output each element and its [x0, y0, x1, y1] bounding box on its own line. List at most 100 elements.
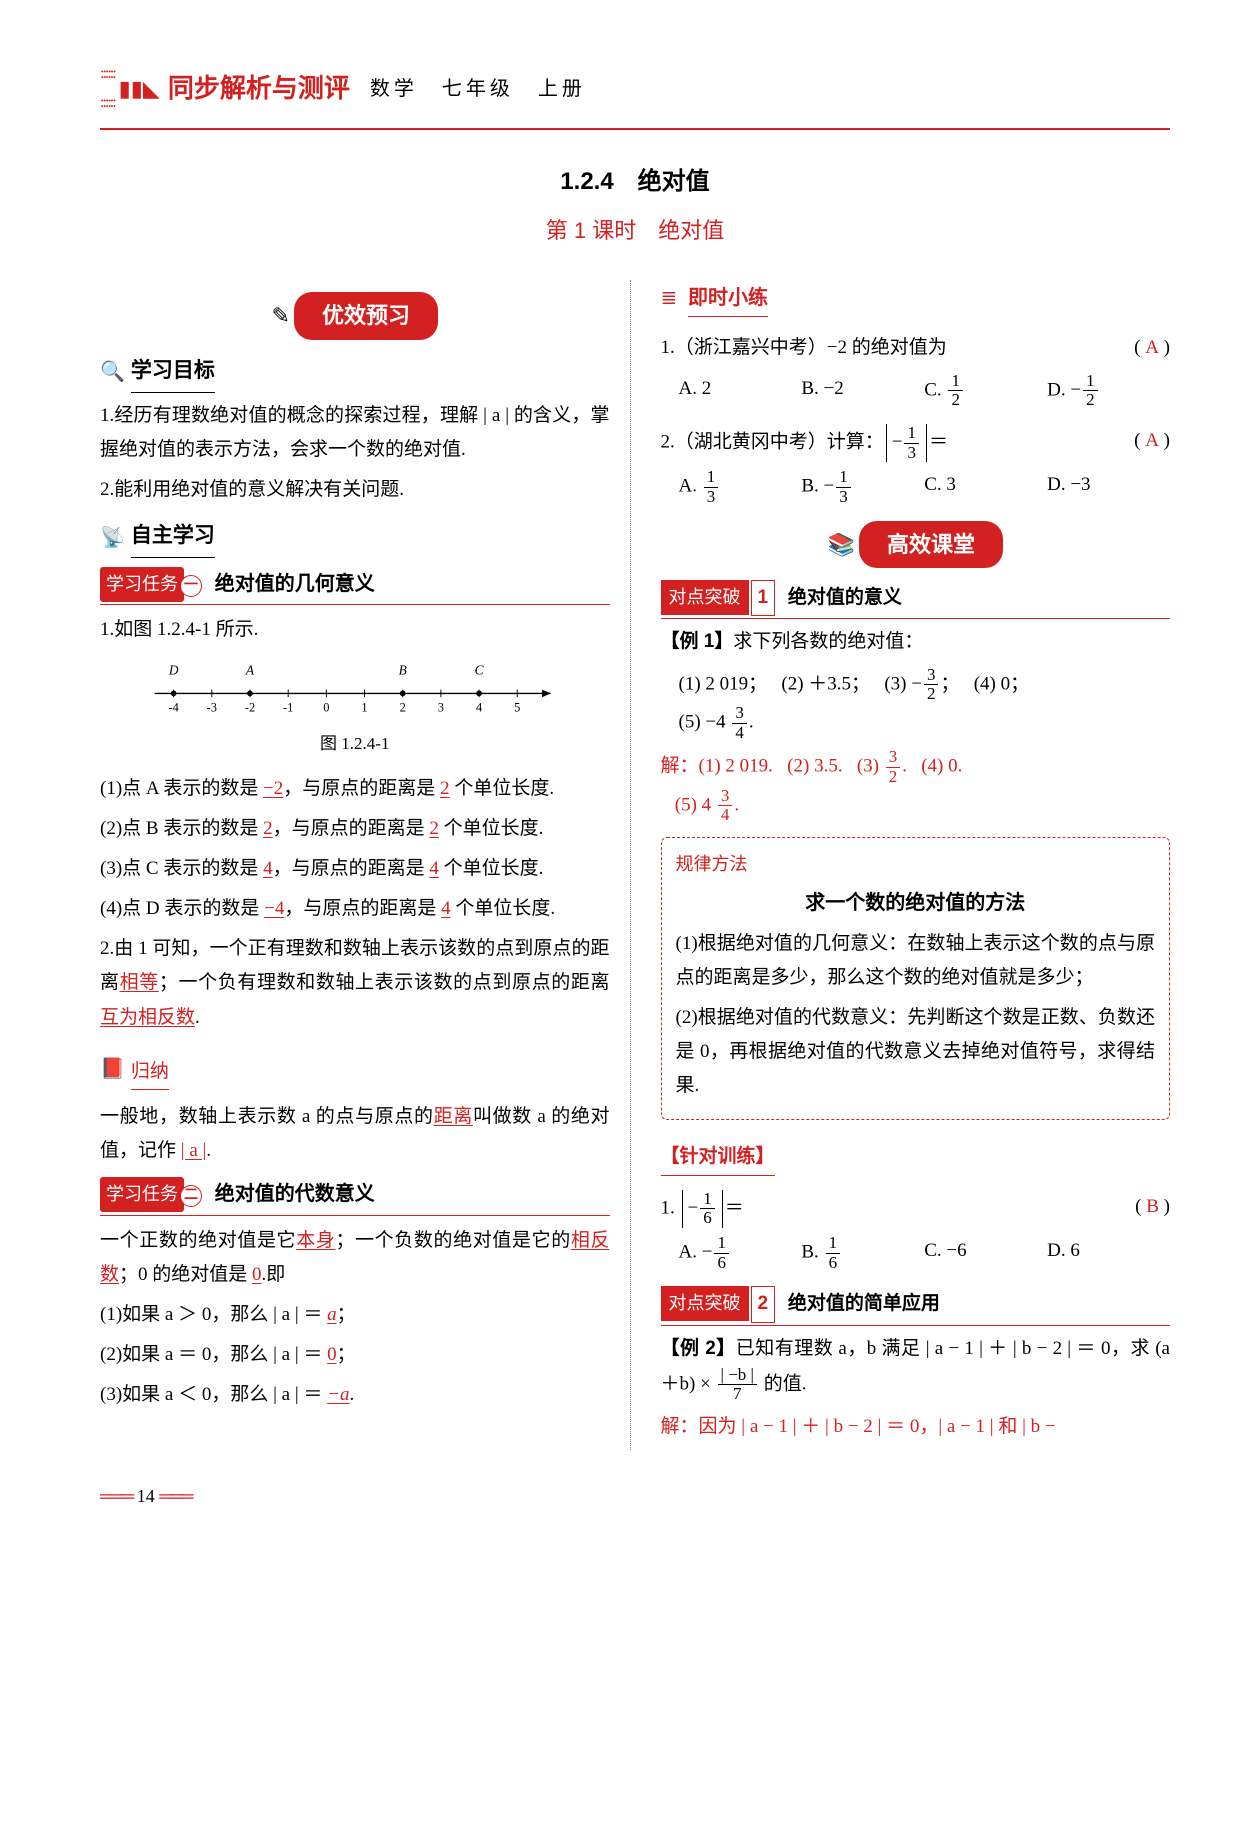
task-num-1: 一 — [180, 575, 202, 597]
ex1-items: (1) 2 019； (2) ＋3.5； (3) −32； (4) 0； (5)… — [661, 666, 1171, 743]
rule-p2: (2)根据绝对值的代数意义：先判断这个数是正数、负数还是 0，再根据绝对值的代数… — [676, 1001, 1156, 1104]
task-1-title: 绝对值的几何意义 — [215, 573, 375, 595]
svg-text:0: 0 — [323, 700, 329, 714]
dai-yi-text: 一个正数的绝对值是它本身；一个负数的绝对值是它的相反数；0 的绝对值是 0.即 — [100, 1224, 610, 1292]
book-icon: 📕 — [100, 1051, 125, 1087]
task-badge-1: 学习任务 — [100, 567, 184, 601]
q1-4: (4)点 D 表示的数是 −4，与原点的距离是 4 个单位长度. — [100, 892, 610, 926]
svg-text:-4: -4 — [168, 700, 178, 714]
dots-icon: :::::::::::: — [100, 60, 115, 118]
svg-text:5: 5 — [514, 700, 520, 714]
study-goal-heading: 🔍 学习目标 — [100, 352, 610, 393]
p2-opt-a: A. 13 — [679, 468, 802, 506]
preview-banner: 优效预习 — [294, 292, 438, 340]
goal-1: 1.经历有理数绝对值的概念的探索过程，理解 | a | 的含义，掌握绝对值的表示… — [100, 399, 610, 467]
p1-answer: A — [1145, 337, 1159, 358]
zdl-options: A. −16 B. 16 C. −6 D. 6 — [679, 1234, 1171, 1272]
svg-text:C: C — [474, 662, 484, 677]
figure-caption: 图 1.2.4-1 — [100, 729, 610, 760]
ex1-solution: 解：(1) 2 019. (2) 3.5. (3) 32. (4) 0. (5)… — [661, 748, 1171, 825]
p2-opt-c: C. 3 — [924, 468, 1047, 506]
rule-box-heading: 求一个数的绝对值的方法 — [676, 885, 1156, 921]
breakthrough-badge-1: 对点突破 — [661, 580, 749, 614]
zdl-opt-b: B. 16 — [801, 1234, 924, 1272]
zdl-opt-c: C. −6 — [924, 1234, 1047, 1272]
target-icon: 🔍 — [100, 354, 125, 390]
case-1: (1)如果 a ＞ 0，那么 | a | ＝ a； — [100, 1298, 610, 1332]
svg-text:-2: -2 — [245, 700, 255, 714]
case-2: (2)如果 a ＝ 0，那么 | a | ＝ 0； — [100, 1338, 610, 1372]
p1-opt-b: B. −2 — [801, 372, 924, 410]
preview-banner-wrap: ✎ 优效预习 — [100, 292, 610, 340]
breakthrough-num-1: 1 — [751, 580, 776, 616]
page-header: :::::::::::: ▮▮◣ 同步解析与测评 数学 七年级 上册 — [100, 60, 1170, 118]
practice-2: 2.（湖北黄冈中考）计算：−13＝ ( A ) — [661, 424, 1171, 462]
left-column: ✎ 优效预习 🔍 学习目标 1.经历有理数绝对值的概念的探索过程，理解 | a … — [100, 280, 631, 1450]
self-study-heading: 📡 自主学习 — [100, 517, 610, 558]
number-line-figure: D A B C -4-3-2 — [100, 660, 610, 760]
breakthrough-num-2: 2 — [751, 1286, 776, 1322]
books-icon: ▮▮◣ — [119, 69, 160, 109]
zdl-opt-d: D. 6 — [1047, 1234, 1170, 1272]
svg-text:2: 2 — [399, 700, 405, 714]
svg-text:A: A — [245, 662, 255, 677]
breakthrough-2-row: 对点突破2 绝对值的简单应用 — [661, 1286, 1171, 1325]
svg-text:-1: -1 — [283, 700, 293, 714]
q1-3: (3)点 C 表示的数是 4，与原点的距离是 4 个单位长度. — [100, 852, 610, 886]
practice-1: 1.（浙江嘉兴中考）−2 的绝对值为 ( A ) — [661, 331, 1171, 365]
p2-answer: A — [1145, 430, 1159, 451]
task-num-2: 二 — [180, 1185, 202, 1207]
case-3: (3)如果 a ＜ 0，那么 | a | ＝ −a. — [100, 1378, 610, 1412]
breakthrough-1-row: 对点突破1 绝对值的意义 — [661, 580, 1171, 619]
svg-text:-3: -3 — [206, 700, 216, 714]
q1-1: (1)点 A 表示的数是 −2，与原点的距离是 2 个单位长度. — [100, 772, 610, 806]
p1-opt-a: A. 2 — [679, 372, 802, 410]
rule-box-label: 规律方法 — [676, 848, 1156, 880]
guina-heading: 📕 归纳 — [100, 1045, 610, 1094]
task-2-title: 绝对值的代数意义 — [215, 1183, 375, 1205]
q1-intro: 1.如图 1.2.4-1 所示. — [100, 613, 610, 647]
page-number: ═══ 14 ═══ — [100, 1480, 1170, 1512]
p1-options: A. 2 B. −2 C. 12 D. −12 — [679, 372, 1171, 410]
lesson-title: 第 1 课时 绝对值 — [100, 211, 1170, 251]
q2: 2.由 1 可知，一个正有理数和数轴上表示该数的点到原点的距离相等；一个负有理数… — [100, 932, 610, 1035]
task-badge-2: 学习任务 — [100, 1177, 184, 1211]
targeted-training-heading: 【针对训练】 — [661, 1132, 1171, 1183]
classroom-banner-wrap: 📚 高效课堂 — [661, 521, 1171, 569]
series-title: 同步解析与测评 — [168, 65, 350, 112]
jishi-heading: 即时小练 — [688, 280, 768, 317]
svg-text:4: 4 — [476, 700, 482, 714]
study-goal-label: 学习目标 — [131, 352, 215, 393]
guina-text: 一般地，数轴上表示数 a 的点与原点的距离叫做数 a 的绝对值，记作 | a |… — [100, 1100, 610, 1168]
breakthrough-2-title: 绝对值的简单应用 — [788, 1293, 940, 1314]
lines-icon: ≣ — [661, 287, 678, 309]
svg-text:3: 3 — [438, 700, 444, 714]
right-column: ≣ 即时小练 1.（浙江嘉兴中考）−2 的绝对值为 ( A ) A. 2 B. … — [661, 280, 1171, 1450]
svg-text:D: D — [168, 662, 179, 677]
targeted-q1: 1. −16＝ ( B ) — [661, 1190, 1171, 1228]
pencil-icon: ✎ — [272, 296, 290, 336]
svg-text:1: 1 — [361, 700, 367, 714]
p2-options: A. 13 B. −13 C. 3 D. −3 — [679, 468, 1171, 506]
classroom-banner: 高效课堂 — [859, 521, 1003, 569]
breakthrough-1-title: 绝对值的意义 — [788, 587, 902, 608]
zdl-answer: B — [1146, 1196, 1159, 1217]
jishi-heading-wrap: ≣ 即时小练 — [661, 280, 1171, 325]
task-1-row: 学习任务一 绝对值的几何意义 — [100, 566, 610, 605]
example-1: 【例 1】求下列各数的绝对值： — [661, 625, 1171, 659]
p1-opt-d: D. −12 — [1047, 372, 1170, 410]
rule-method-box: 规律方法 求一个数的绝对值的方法 (1)根据绝对值的几何意义：在数轴上表示这个数… — [661, 837, 1171, 1120]
subject-grade: 数学 七年级 上册 — [370, 71, 586, 107]
guina-label: 归纳 — [131, 1055, 169, 1090]
p2-opt-b: B. −13 — [801, 468, 924, 506]
p1-opt-c: C. 12 — [924, 372, 1047, 410]
zdl-opt-a: A. −16 — [679, 1234, 802, 1272]
book-stack-icon: 📚 — [828, 525, 855, 565]
header-divider — [100, 128, 1170, 130]
ex2-solution: 解：因为 | a − 1 | ＋ | b − 2 | ＝ 0，| a − 1 |… — [661, 1410, 1171, 1444]
section-number: 1.2.4 绝对值 — [100, 160, 1170, 203]
satellite-icon: 📡 — [100, 520, 125, 556]
q1-2: (2)点 B 表示的数是 2，与原点的距离是 2 个单位长度. — [100, 812, 610, 846]
rule-p1: (1)根据绝对值的几何意义：在数轴上表示这个数的点与原点的距离是多少，那么这个数… — [676, 927, 1156, 995]
breakthrough-badge-2: 对点突破 — [661, 1286, 749, 1320]
